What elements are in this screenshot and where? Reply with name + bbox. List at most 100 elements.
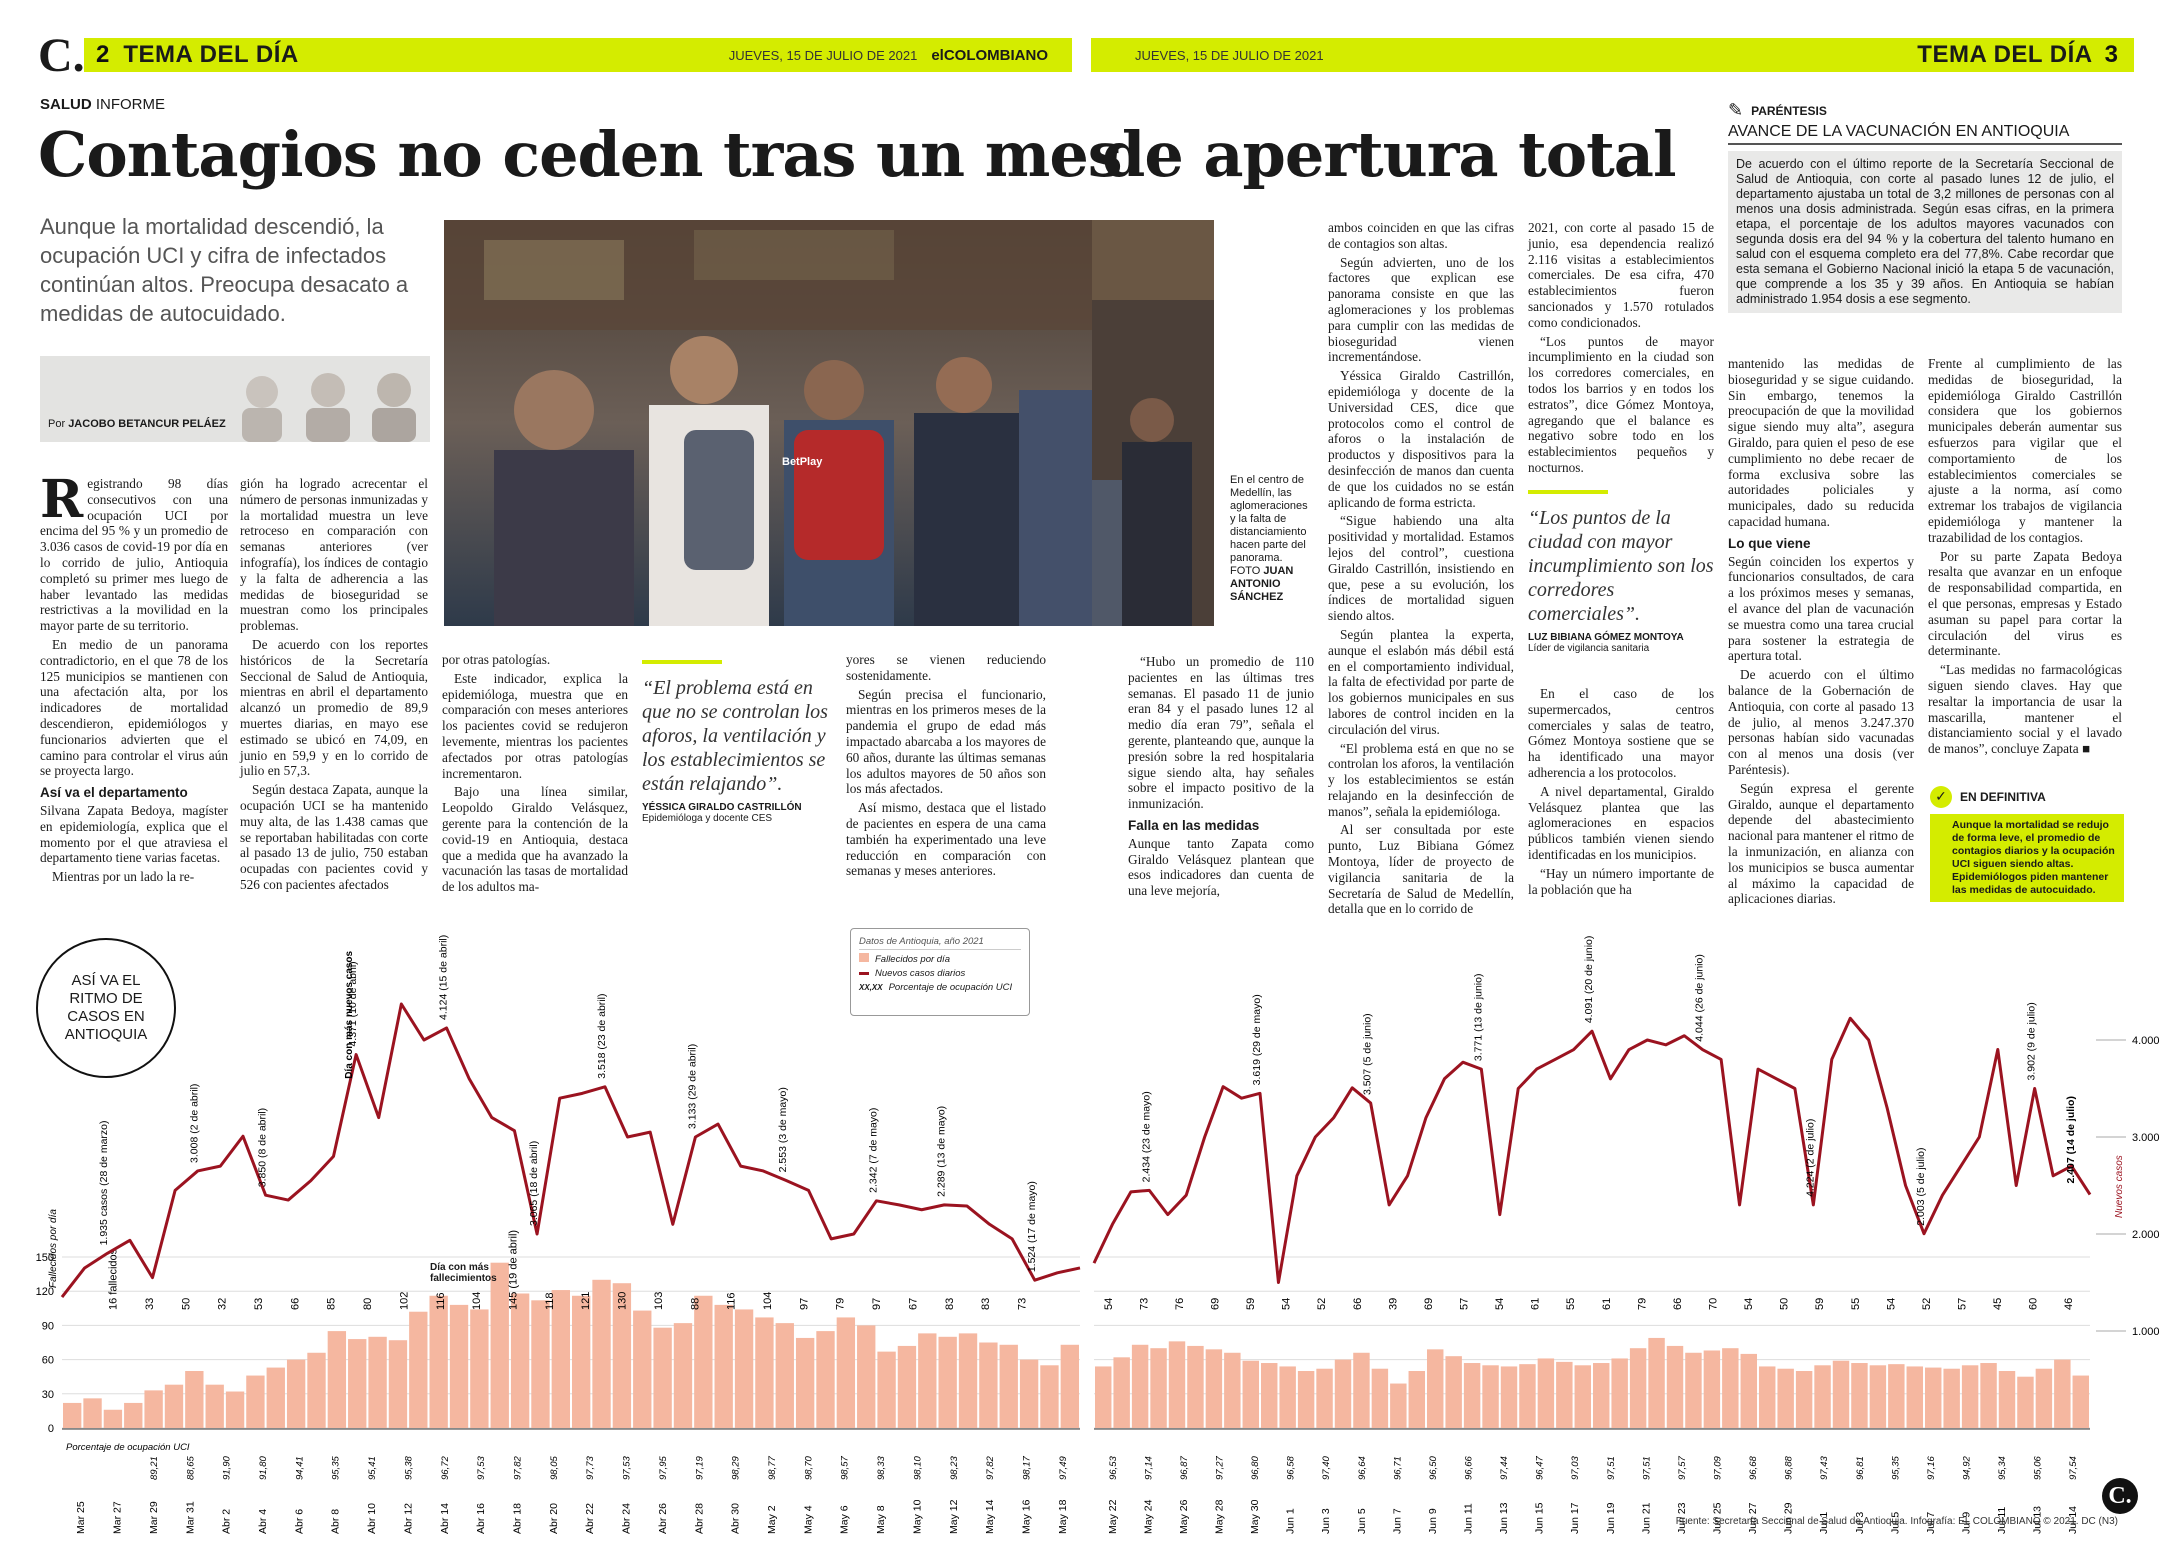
death-bar — [592, 1279, 611, 1428]
death-bar — [694, 1295, 713, 1428]
checklist-icon: ✓ — [1930, 786, 1952, 808]
date-label: Abr 6 — [293, 1509, 305, 1534]
death-bar — [1242, 1360, 1259, 1428]
death-bar — [1113, 1357, 1130, 1428]
date-label: Jun 19 — [1605, 1502, 1617, 1534]
case-value-label: 3.065 (18 de abril) — [528, 1141, 540, 1226]
bar-value-label: 116 — [435, 1292, 447, 1310]
paragraph: Por su parte Zapata Bedoya resalta que a… — [1928, 548, 2122, 659]
date-label: May 22 — [1107, 1499, 1119, 1534]
uci-value: 96,87 — [1179, 1456, 1190, 1480]
paragraph: “Sigue habiendo una alta positividad y m… — [1328, 513, 1514, 624]
death-bar — [1611, 1358, 1628, 1428]
kicker-rest: INFORME — [91, 96, 166, 113]
main-photo: BetPlay — [444, 220, 1092, 626]
left-axis-tick: 30 — [42, 1389, 54, 1401]
death-bar — [572, 1295, 591, 1428]
uci-row-label: Porcentaje de ocupación UCI — [66, 1442, 190, 1453]
paragraph: Según destaca Zapata, aunque la ocupació… — [240, 782, 428, 892]
photo-sign: BetPlay — [782, 456, 823, 468]
death-bar — [1998, 1371, 2016, 1428]
paragraph: “Las medidas no farmacológicas siguen si… — [1928, 662, 2122, 757]
death-bar — [938, 1336, 957, 1428]
death-bar — [1205, 1349, 1223, 1428]
photo-caption-text: En el centro de Medellín, las aglomeraci… — [1230, 474, 1308, 577]
death-bar — [1427, 1349, 1444, 1428]
subheading: Falla en las medidas — [1128, 817, 1260, 833]
uci-value: 96,66 — [1464, 1456, 1475, 1480]
legend-uci-mark: XX,XX — [859, 983, 883, 992]
paragraph: “Hay un número importante de la població… — [1528, 865, 1714, 897]
bar-value-label: 103 — [653, 1292, 665, 1310]
uci-value: 98,29 — [731, 1456, 742, 1480]
date-label: May 24 — [1142, 1499, 1154, 1534]
subheading: Lo que viene — [1728, 535, 1811, 551]
date-label: Jun 3 — [1320, 1508, 1332, 1534]
chart-title-circle: ASÍ VA EL RITMO DE CASOS EN ANTIOQUIA — [36, 938, 176, 1078]
death-bar — [531, 1300, 550, 1428]
date-label: Jun 7 — [1391, 1508, 1403, 1534]
uci-value: 97,40 — [1321, 1456, 1332, 1480]
bar-value-label: 61 — [1601, 1298, 1613, 1310]
parentesis-label: PARÉNTESIS — [1751, 103, 1827, 118]
death-bar — [1390, 1383, 1407, 1428]
quote-rule — [642, 660, 722, 664]
logo: C. — [38, 29, 85, 82]
uci-value: 97,19 — [694, 1456, 705, 1480]
date-label: Abr 4 — [257, 1509, 269, 1534]
date-label: Jul 9 — [1961, 1512, 1973, 1534]
death-bar — [348, 1339, 367, 1428]
kicker: SALUD INFORME — [40, 96, 165, 113]
en-definitiva-box: ✓ EN DEFINITIVA Aunque la mortalidad se … — [1930, 786, 2124, 902]
date-label: Abr 28 — [693, 1503, 705, 1534]
crowd-photo-image — [444, 220, 1092, 626]
annot-last-value: 2.407 (14 de julio) — [2065, 1096, 2077, 1184]
death-bar — [83, 1398, 102, 1428]
author-photos-image — [242, 373, 416, 442]
date-label: Jul 3 — [1854, 1512, 1866, 1534]
death-bar — [1925, 1367, 1942, 1428]
paragraph: Mientras por un lado la re- — [52, 869, 195, 885]
bar-value-label: 73 — [1138, 1298, 1150, 1310]
date-label: May 30 — [1249, 1499, 1261, 1534]
uci-value: 97,16 — [1926, 1456, 1937, 1480]
quote-text: “Los puntos de la ciudad con mayor incum… — [1528, 507, 1714, 625]
death-bar — [1814, 1365, 1831, 1428]
date-label: Jun 17 — [1569, 1502, 1581, 1534]
paragraph: por otras patologías. — [442, 652, 551, 667]
uci-value: 95,35 — [331, 1456, 342, 1480]
date-label: Jun 15 — [1534, 1502, 1546, 1534]
date-label: Abr 10 — [366, 1503, 378, 1534]
date-label: Abr 24 — [621, 1503, 633, 1534]
paragraph: yores se vienen reduciendo sostenidament… — [846, 652, 1046, 683]
byline-name: JACOBO BETANCUR PELÁEZ — [68, 418, 226, 430]
chart-source: Fuente: Secretaría Seccional de Salud de… — [1675, 1516, 2118, 1527]
paragraph: “Hubo un promedio de 110 pacientes en la… — [1128, 654, 1314, 812]
death-bar — [1187, 1345, 1204, 1428]
death-bar — [1593, 1363, 1610, 1428]
uci-value: 97,14 — [1143, 1456, 1154, 1480]
death-bar — [225, 1391, 245, 1428]
bar-value-label: 97 — [798, 1298, 810, 1310]
uci-value: 97,51 — [1606, 1456, 1617, 1480]
uci-value: 96,81 — [1855, 1456, 1866, 1480]
uci-value: 98,70 — [803, 1456, 814, 1480]
dropcap: R — [40, 469, 84, 530]
case-value-label: 4.044 (26 de junio) — [1694, 954, 1706, 1042]
case-value-label: 2.342 (7 de mayo) — [867, 1108, 879, 1193]
death-bar — [999, 1344, 1018, 1428]
paragraph: Según expresa el gerente Giraldo, aunque… — [1728, 780, 1914, 907]
bar-value-label: 66 — [1352, 1298, 1364, 1310]
body-column-6: ambos coinciden en que las cifras de con… — [1328, 220, 1514, 920]
bar-value-label: 16 fallecidos — [108, 1248, 120, 1310]
death-bar — [2072, 1375, 2089, 1428]
bar-value-label: 145 (19 de abril) — [507, 1230, 519, 1310]
cases-line — [1092, 1016, 2092, 1284]
bar-value-label: 45 — [1992, 1298, 2004, 1310]
uci-value: 97,44 — [1499, 1456, 1510, 1480]
brand-left: elCOLOMBIANO — [931, 46, 1048, 64]
parentesis-text: De acuerdo con el último reporte de la S… — [1736, 157, 2114, 306]
death-bar — [1463, 1363, 1481, 1428]
quote-role: Epidemióloga y docente CES — [642, 813, 773, 824]
death-bar — [1482, 1365, 1499, 1428]
